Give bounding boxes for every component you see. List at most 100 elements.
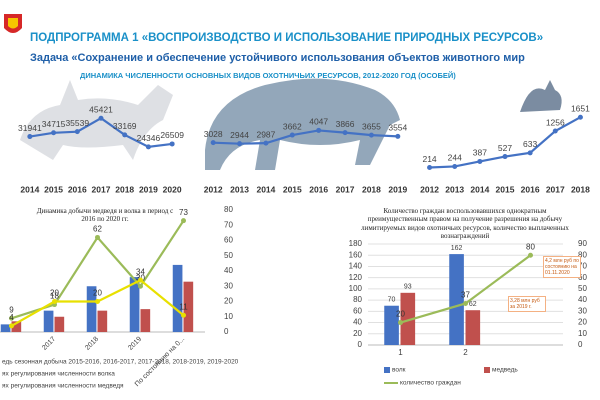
point (427, 165, 433, 171)
y-tick-label: 50 (224, 251, 233, 260)
data-label: 214 (422, 154, 436, 164)
y-tick-label: 0 (224, 327, 229, 336)
data-label: 2987 (256, 129, 275, 139)
x-tick-label: 2015 (283, 184, 302, 194)
data-label: 73 (179, 208, 188, 217)
point (95, 234, 100, 240)
legend-label: количество граждан (400, 380, 461, 387)
page-title: ПОДПРОГРАММА 1 «ВОСПРОИЗВОДСТВО И ИСПОЛЬ… (30, 32, 544, 44)
y2-tick-label: 80 (578, 250, 587, 259)
data-label: 9 (9, 305, 14, 314)
point (138, 283, 143, 289)
point (122, 132, 128, 138)
data-label: 3554 (388, 123, 407, 133)
chart-title: Динамика добычи медведя и волка в период… (36, 207, 174, 224)
point (51, 130, 57, 136)
y-tick-label: 40 (353, 318, 362, 327)
x-tick-label: 2015 (496, 184, 515, 194)
point (27, 134, 33, 140)
y-tick-label: 0 (358, 340, 363, 349)
data-label: 45421 (89, 104, 113, 114)
data-label: 31941 (18, 123, 42, 133)
y-tick-label: 160 (349, 250, 363, 259)
bar (54, 316, 65, 332)
bar (43, 310, 54, 332)
data-label: 162 (451, 245, 463, 252)
point (395, 133, 401, 139)
y2-tick-label: 0 (578, 340, 583, 349)
legend-label: медведь (492, 367, 518, 374)
data-label: 387 (473, 148, 487, 158)
bar (172, 264, 183, 332)
x-tick-label: 2013 (230, 184, 249, 194)
data-label: 34 (136, 267, 145, 276)
y2-tick-label: 20 (578, 318, 587, 327)
point (145, 144, 151, 150)
bar (140, 309, 151, 332)
x-tick-label: 2015 (44, 184, 63, 194)
y-tick-label: 60 (224, 236, 233, 245)
x-tick-label: 2014 (470, 184, 489, 194)
point (316, 127, 322, 133)
x-tick-label: 2018 (571, 184, 590, 194)
y-tick-label: 20 (353, 329, 362, 338)
bar (183, 281, 194, 332)
x-tick-label: 2017 (336, 184, 355, 194)
x-tick-label: 1 (398, 348, 403, 357)
x-tick-label: 2017 (92, 184, 111, 194)
point (477, 158, 483, 164)
y-tick-label: 30 (224, 281, 233, 290)
point (527, 150, 533, 156)
x-tick-label: 2018 (362, 184, 381, 194)
x-tick-label: 2014 (256, 184, 275, 194)
data-label: 34715 (42, 119, 66, 129)
x-tick-label: 2019 (388, 184, 407, 194)
data-label: 3028 (204, 129, 223, 139)
y-tick-label: 120 (349, 273, 363, 282)
y-tick-label: 70 (224, 220, 233, 229)
bar (465, 310, 481, 345)
data-label: 4 (9, 313, 14, 322)
point (577, 114, 583, 120)
annotation: 3,28 млн руб за 2019 г. (508, 296, 546, 312)
data-label: 1256 (546, 117, 565, 127)
y-tick-label: 100 (349, 284, 363, 293)
y2-tick-label: 50 (578, 284, 587, 293)
y-tick-label: 140 (349, 262, 363, 271)
point (342, 130, 348, 136)
x-tick-label: 2020 (163, 184, 182, 194)
point (52, 299, 57, 304)
point (181, 218, 186, 224)
legend-label: едь сезонная добыча 2015-2016, 2016-2017… (2, 358, 239, 366)
data-label: 62 (469, 301, 477, 308)
data-label: 633 (523, 139, 537, 149)
x-tick-label: 2018 (115, 184, 134, 194)
legend-swatch (484, 367, 490, 373)
point (528, 252, 533, 258)
y-tick-label: 80 (224, 205, 233, 214)
x-tick-label: 2014 (20, 184, 39, 194)
point (263, 140, 269, 146)
data-label: 20 (50, 289, 59, 298)
task-title: Задача «Сохранение и обеспечение устойчи… (30, 52, 525, 64)
bar (384, 305, 399, 345)
bar (129, 277, 140, 332)
x-tick-label: 2 (463, 348, 468, 357)
y-tick-label: 20 (224, 297, 233, 306)
point (289, 132, 295, 138)
data-label: 70 (388, 297, 396, 304)
point (552, 128, 558, 134)
y-tick-label: 40 (224, 266, 233, 275)
data-label: 26509 (160, 130, 184, 140)
x-tick-label: 2019 (139, 184, 158, 194)
y-tick-label: 60 (353, 306, 362, 315)
point (463, 300, 468, 306)
y2-tick-label: 30 (578, 306, 587, 315)
x-tick-label: 2016 (68, 184, 87, 194)
x-tick-label: 2012 (204, 184, 223, 194)
data-label: 80 (526, 242, 535, 251)
x-tick-label: 2013 (445, 184, 464, 194)
point (237, 141, 243, 147)
